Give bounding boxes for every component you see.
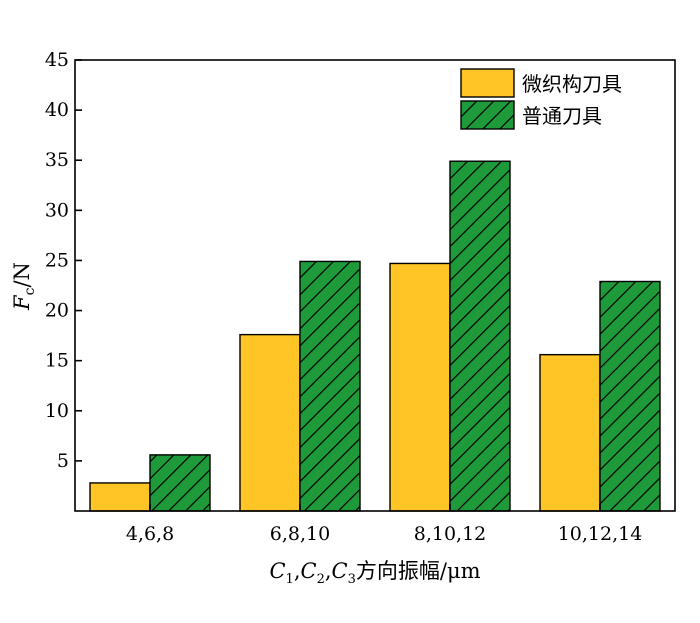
y-tick-label: 30: [45, 199, 69, 221]
x-axis-c2-sub: 2: [317, 572, 325, 587]
y-tick-label: 15: [45, 350, 69, 372]
bar-series-1-8-10-12: [389, 262, 451, 512]
bar-series-1-6-8-10: [239, 333, 301, 512]
bar-series-1-4-6-8: [89, 482, 151, 512]
x-axis-c3-sub: 3: [348, 572, 356, 587]
x-axis-c3: C: [332, 559, 348, 583]
plot-frame: [74, 59, 676, 512]
y-axis-subscript: c: [22, 287, 38, 295]
y-tick-label: 10: [45, 400, 69, 422]
y-tick-label: 5: [57, 450, 69, 472]
y-axis-title: Fc/N: [10, 262, 38, 311]
y-tick-label: 35: [45, 149, 69, 171]
bar-series-2-4-6-8: [149, 454, 211, 512]
y-tick-label: 20: [45, 300, 69, 322]
axes-layer: [74, 59, 676, 512]
bars-layer: [89, 160, 661, 512]
x-category-label: 8,10,12: [414, 523, 487, 545]
y-tick-label: 40: [45, 99, 69, 121]
legend-swatch-series-1: [460, 68, 515, 98]
x-category-label: 4,6,8: [126, 523, 174, 545]
bar-series-2-6-8-10: [299, 260, 361, 512]
x-axis-c2: C: [301, 559, 317, 583]
legend-label-series-2: 普通刀具: [522, 104, 602, 128]
bar-series-1-10-12-14: [539, 353, 601, 512]
x-axis-rest: 方向振幅/μm: [356, 559, 481, 583]
x-axis-ticks: 4,6,8 6,8,10 8,10,12 10,12,14: [126, 504, 642, 545]
legend-swatch-series-2: [460, 100, 515, 130]
x-axis-sep1: ,: [294, 559, 301, 583]
y-axis-unit: /N: [10, 262, 34, 287]
legend-label-series-1: 微织构刀具: [522, 72, 622, 96]
bar-series-2-10-12-14: [599, 280, 661, 512]
y-tick-label: 45: [45, 49, 69, 71]
x-axis-c1: C: [269, 559, 285, 583]
y-axis-symbol: F: [10, 294, 34, 311]
y-tick-label: 25: [45, 249, 69, 271]
bar-series-2-8-10-12: [449, 160, 511, 512]
x-axis-sep2: ,: [325, 559, 332, 583]
x-category-label: 10,12,14: [558, 523, 643, 545]
x-axis-c1-sub: 1: [286, 572, 294, 587]
x-axis-title: C1,C2,C3方向振幅/μm: [269, 559, 480, 587]
legend: 微织构刀具 普通刀具: [460, 68, 622, 130]
x-category-label: 6,8,10: [270, 523, 330, 545]
y-axis-ticks: 5 10 15 20 25 30 35 40 45: [45, 49, 82, 472]
